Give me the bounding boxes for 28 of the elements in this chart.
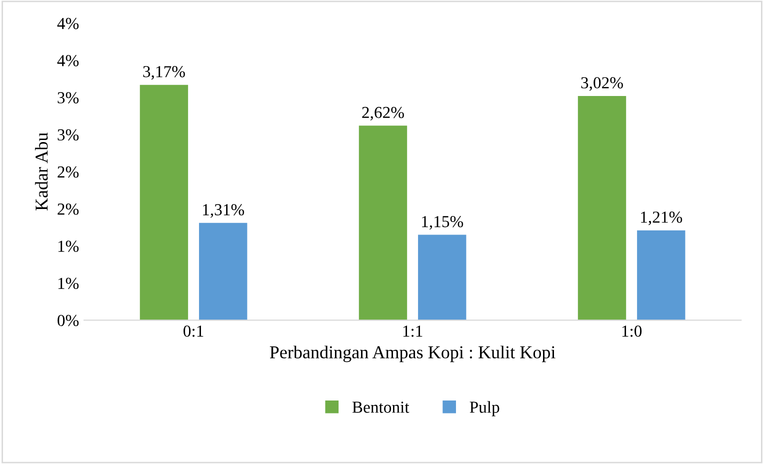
data-label: 3,17% [143,66,185,80]
bar [637,230,686,320]
y-tick-label: 0% [58,314,79,326]
data-label: 1,15% [422,216,464,230]
y-tick-label: 2% [58,166,79,178]
x-tick-label: 1:1 [403,326,422,337]
bar [578,96,626,320]
y-axis-title: Kadar Abu [35,132,48,211]
y-tick-label: 4% [57,18,79,30]
x-axis-title: Perbandingan Ampas Kopi : Kulit Kopi [270,346,556,362]
data-label: 1,21% [641,212,682,226]
data-label: 1,31% [203,204,244,218]
bar [358,126,408,320]
bar [418,234,466,320]
legend-label: Bentonit [352,402,410,413]
x-tick-label: 0:1 [184,326,204,337]
y-tick-label: 3% [58,92,79,104]
y-tick-label: 3% [58,129,79,141]
data-label: 3,02% [581,77,623,91]
y-tick-label: 1% [58,240,79,252]
x-tick-label: 1:0 [622,326,642,337]
y-tick-label: 4% [57,55,79,66]
y-tick-label: 2% [58,204,79,215]
y-tick-label: 1% [58,278,79,290]
bar [140,84,188,320]
data-label: 2,62% [362,106,404,120]
bar [199,222,248,320]
legend-label: Pulp [470,401,500,416]
